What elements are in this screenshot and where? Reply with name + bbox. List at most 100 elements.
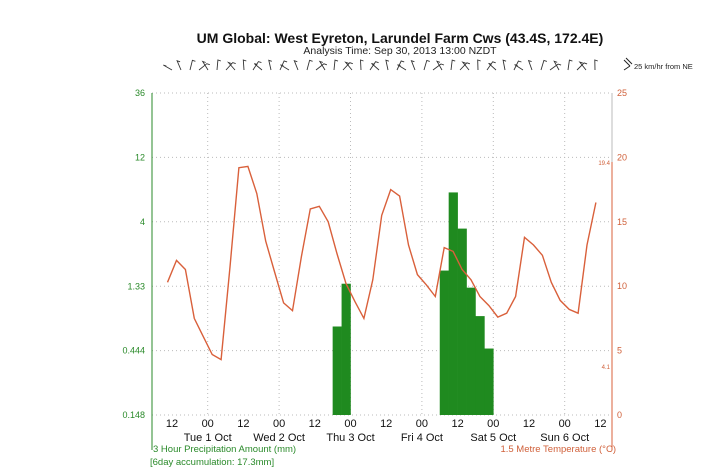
axes <box>151 93 613 450</box>
wind-barb-icon <box>486 61 496 71</box>
wind-barb-icon <box>385 59 390 71</box>
wind-barb-icon <box>432 63 445 71</box>
wind-barb-icon <box>315 63 328 71</box>
right-tick-label: 10 <box>617 281 627 291</box>
wind-barb-icon <box>189 59 196 71</box>
temp-max-marker: 19.4 <box>598 161 610 167</box>
grid <box>152 92 612 416</box>
wind-legend-icon <box>623 57 633 71</box>
wind-barb-icon <box>342 62 353 71</box>
wind-barb-icon <box>549 63 562 71</box>
x-tick-label: 12 <box>594 418 606 430</box>
x-tick-label: 00 <box>416 418 428 430</box>
precip-bar <box>457 228 467 415</box>
wind-barb-icon <box>459 62 471 71</box>
wind-barb-icon <box>198 63 210 71</box>
precip-bars <box>332 192 494 415</box>
wind-barb-icon <box>279 60 288 71</box>
left-tick-label: 0.148 <box>122 410 145 420</box>
wind-barb-icon <box>576 62 588 71</box>
wind-barb-icon <box>306 59 313 71</box>
wind-barb-icon <box>423 59 430 71</box>
wind-barb-icon <box>344 61 353 71</box>
wind-barb-icon <box>553 60 560 71</box>
wind-barb-icon <box>436 60 443 71</box>
wind-barb-icon <box>513 60 522 71</box>
wind-barb-icon <box>242 59 247 71</box>
wind-barb-icon <box>371 62 380 71</box>
x-tick-label: 12 <box>451 418 463 430</box>
precip-bar <box>475 316 485 415</box>
x-tick-label: 00 <box>487 418 499 430</box>
left-tick-label: 4 <box>140 217 145 227</box>
wind-barb-icon <box>254 63 263 71</box>
wind-barb-icon <box>268 59 272 71</box>
wind-barb-icon <box>410 59 416 71</box>
precip-bar <box>341 283 351 415</box>
wind-barb-icon <box>293 59 299 71</box>
wind-barb-icon <box>252 61 262 71</box>
x-tick-label: 12 <box>309 418 321 430</box>
wind-barb-icon <box>450 59 456 71</box>
day-label: Wed 2 Oct <box>253 432 305 444</box>
wind-barb-icon <box>396 60 405 71</box>
wind-barb-icon <box>488 62 497 71</box>
wind-barb-icon <box>514 64 524 71</box>
x-tick-label: 12 <box>523 418 535 430</box>
temp-axis-label: 1.5 Metre Temperature (°C) <box>500 444 616 455</box>
wind-barb-icon <box>369 61 379 71</box>
chart-title: UM Global: West Eyreton, Larundel Farm C… <box>196 30 604 46</box>
wind-barb-icon <box>163 64 173 71</box>
right-tick-label: 5 <box>617 346 622 356</box>
left-tick-label: 0.444 <box>122 346 145 356</box>
precip-bar <box>484 348 494 415</box>
wind-barb-icon <box>567 59 573 71</box>
day-label: Sat 5 Oct <box>470 432 516 444</box>
left-tick-label: 12 <box>135 152 145 162</box>
x-tick-label: 00 <box>559 418 571 430</box>
day-label: Tue 1 Oct <box>184 432 232 444</box>
right-tick-label: 25 <box>617 88 627 98</box>
x-tick-label: 12 <box>380 418 392 430</box>
wind-barb-icon <box>318 60 326 71</box>
wind-barb-icon <box>201 60 209 71</box>
wind-barb-icon <box>461 61 470 71</box>
wind-barb-icon <box>594 59 598 71</box>
wind-legend: 25 km/hr from NE <box>634 62 693 71</box>
wind-barb-icon <box>226 61 236 71</box>
day-label: Fri 4 Oct <box>401 432 443 444</box>
precip-accumulation: [6day accumulation: 17.3mm] <box>150 457 274 468</box>
wind-barb-icon <box>397 64 407 71</box>
precip-bar <box>439 270 449 415</box>
wind-barb-icon <box>578 61 587 71</box>
temp-min-marker: 4.1 <box>602 365 611 371</box>
wind-barb-icon <box>280 64 290 71</box>
wind-barb-icon <box>333 59 339 71</box>
temperature-line <box>166 165 597 361</box>
wind-barb-icon <box>477 59 481 71</box>
wind-barb-icon <box>502 59 507 71</box>
right-tick-label: 0 <box>617 410 622 420</box>
right-tick-label: 20 <box>617 152 627 162</box>
analysis-time: Analysis Time: Sep 30, 2013 13:00 NZDT <box>303 45 497 57</box>
wind-barb-icon <box>360 59 364 71</box>
wind-barb-icon <box>216 59 222 71</box>
left-tick-label: 36 <box>135 88 145 98</box>
temperature-series <box>166 165 597 361</box>
wind-barb-icon <box>540 59 548 71</box>
x-tick-label: 00 <box>273 418 285 430</box>
x-tick-label: 12 <box>237 418 249 430</box>
precip-axis-label: 3 Hour Precipitation Amount (mm) <box>153 444 296 455</box>
x-tick-label: 00 <box>202 418 214 430</box>
wind-barb-icon <box>225 62 236 71</box>
day-label: Thu 3 Oct <box>326 432 374 444</box>
wind-barb-icon <box>176 60 182 71</box>
x-tick-label: 00 <box>344 418 356 430</box>
x-tick-label: 12 <box>166 418 178 430</box>
right-tick-label: 15 <box>617 217 627 227</box>
precip-bar <box>448 192 458 415</box>
precip-bar <box>332 326 342 415</box>
wind-barbs <box>163 59 598 71</box>
day-label: Sun 6 Oct <box>540 432 589 444</box>
